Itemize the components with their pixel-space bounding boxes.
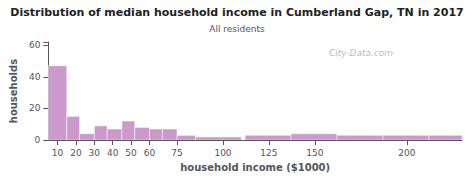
svg-text:City-Data.com: City-Data.com bbox=[329, 48, 393, 58]
svg-text:200: 200 bbox=[398, 148, 415, 158]
svg-text:40: 40 bbox=[107, 148, 119, 158]
svg-text:Distribution of median househo: Distribution of median household income … bbox=[10, 6, 463, 19]
svg-text:0: 0 bbox=[35, 135, 41, 145]
svg-text:20: 20 bbox=[70, 148, 82, 158]
svg-text:125: 125 bbox=[260, 148, 277, 158]
svg-text:100: 100 bbox=[214, 148, 231, 158]
svg-text:All residents: All residents bbox=[209, 24, 265, 34]
svg-text:30: 30 bbox=[89, 148, 101, 158]
svg-text:household income ($1000): household income ($1000) bbox=[180, 162, 330, 173]
svg-text:60: 60 bbox=[144, 148, 156, 158]
svg-text:150: 150 bbox=[306, 148, 323, 158]
svg-text:75: 75 bbox=[171, 148, 182, 158]
svg-text:10: 10 bbox=[52, 148, 64, 158]
svg-text:40: 40 bbox=[29, 72, 41, 82]
svg-text:households: households bbox=[8, 59, 19, 123]
svg-text:60: 60 bbox=[29, 40, 41, 50]
svg-text:50: 50 bbox=[125, 148, 137, 158]
svg-text:20: 20 bbox=[29, 103, 41, 113]
